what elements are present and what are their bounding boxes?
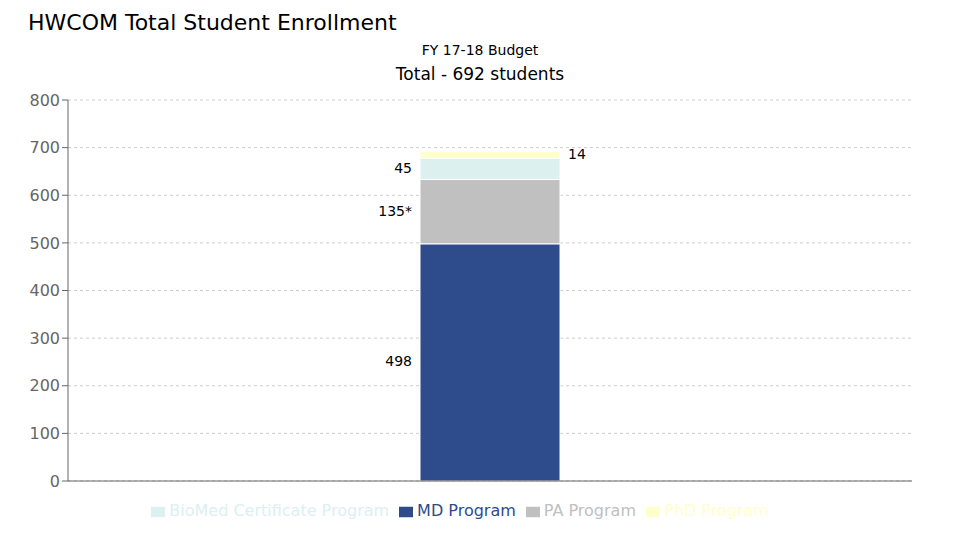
svg-text:14: 14: [568, 146, 586, 162]
svg-text:498: 498: [385, 353, 412, 369]
svg-text:135*: 135*: [378, 203, 412, 219]
html-text:PhD Program: PhD Program: [664, 501, 769, 520]
svg-text:300: 300: [29, 329, 60, 348]
svg-text:700: 700: [29, 138, 60, 157]
html-text:PA Program: PA Program: [543, 501, 636, 520]
svg-text:800: 800: [29, 91, 60, 110]
html-text:HWCOM Total Student Enrollment: HWCOM Total Student Enrollment: [28, 10, 397, 35]
svg-text:100: 100: [29, 424, 60, 443]
html-text:BioMed Certificate Program: BioMed Certificate Program: [169, 501, 390, 520]
html-text:FY 17-18 Budget: FY 17-18 Budget: [421, 42, 539, 58]
html-text:Total - 692 students: Total - 692 students: [395, 64, 565, 84]
svg-text:200: 200: [29, 376, 60, 395]
svg-text:600: 600: [29, 186, 60, 205]
svg-text:400: 400: [29, 281, 60, 300]
svg-text:500: 500: [29, 234, 60, 253]
svg-text:0: 0: [50, 472, 60, 491]
html-text:MD Program: MD Program: [417, 501, 516, 520]
svg-text:45: 45: [394, 160, 412, 176]
